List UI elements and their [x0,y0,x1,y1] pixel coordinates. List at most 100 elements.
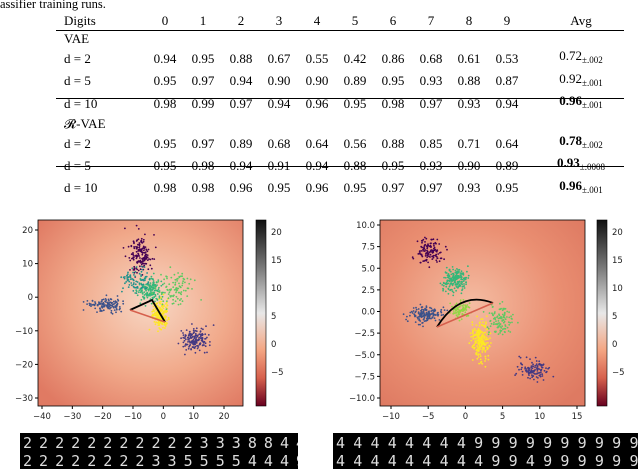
y-tick-label: 0 [28,293,33,303]
scatter-point [507,330,510,332]
scatter-point [160,308,163,311]
scatter-point [185,329,188,331]
scatter-point [174,278,177,281]
scatter-point [165,285,168,288]
scatter-point [482,324,485,327]
scatter-point [194,340,197,343]
scatter-point [452,279,455,281]
scatter-point [154,314,157,317]
scatter-point [99,307,101,310]
colorbar-tick-label: 15 [271,256,282,266]
scatter-point [127,286,130,288]
scatter-point [188,330,191,333]
scatter-point [136,281,139,283]
scatter-point [144,262,147,265]
scatter-point [474,340,477,343]
scatter-point [464,276,467,279]
scatter-point [482,321,484,324]
scatter-point [451,272,454,275]
scatter-point [497,333,500,335]
scatter-point [422,238,425,241]
y-tick-label: 5.0 [361,264,375,274]
scatter-point [122,302,125,305]
results-table: Digits 0 1 2 3 4 5 6 7 8 9 Avg VAE d = 2 0.94 0.95 0.88… [56,12,636,199]
scatter-point [462,307,465,310]
scatter-point [176,297,179,300]
scatter-point [206,351,208,354]
scatter-point [189,344,192,346]
scatter-point [508,323,511,326]
scatter-point [449,289,451,292]
scatter-point [140,250,143,253]
scatter-point [140,249,143,251]
scatter-point [534,364,537,367]
scatter-point [165,311,168,314]
scatter-point [99,310,102,312]
table-cell: 0.95 [191,50,215,66]
scatter-point [204,338,206,340]
scatter-point [489,319,492,322]
scatter-point [102,301,105,304]
scatter-point [193,279,196,282]
avg-cell: 0.72±.002 [526,47,636,69]
scatter-point [142,283,145,286]
scatter-point [175,289,178,292]
scatter-point [146,259,149,261]
scatter-point [509,321,512,324]
scatter-point [122,287,124,290]
scatter-point [162,307,165,310]
scatter-point [138,246,141,249]
scatter-point [171,302,174,305]
scatter-point [191,288,193,290]
table-cell: 0.91 [267,157,291,173]
scatter-point [184,281,186,284]
scatter-point [506,316,508,318]
row-label: d = 10 [64,180,98,196]
scatter-point [458,305,461,308]
scatter-point [158,306,161,309]
scatter-point [419,315,422,318]
scatter-point [465,283,467,286]
scatter-point [168,318,170,321]
y-tick-label: −10.0 [349,394,375,404]
scatter-point [517,321,519,324]
scatter-point [473,347,475,350]
scatter-point [156,293,159,295]
scatter-point [124,255,127,258]
scatter-point [172,298,175,301]
avg-value: 0.72 [559,48,583,64]
scatter-point [178,291,181,294]
scatter-point [144,305,147,307]
scatter-point [436,257,439,260]
scatter-point [152,293,155,296]
scatter-point [184,338,187,341]
scatter-point [477,349,480,352]
table-cell: 0.86 [381,50,405,66]
scatter-point [198,338,201,341]
scatter-point [458,311,461,314]
scatter-point [484,355,487,358]
scatter-point [481,347,484,349]
scatter-point [452,312,455,315]
scatter-point [426,254,429,257]
avg-value: 0.78 [559,133,583,149]
scatter-point [140,270,143,273]
scatter-point [166,277,168,280]
scatter-point [487,358,490,361]
scatter-point [139,291,142,294]
scatter-point [128,280,131,283]
scatter-point [132,290,135,292]
scatter-point [434,319,437,322]
scatter-point [172,286,175,289]
scatter-point [148,328,151,331]
scatter-point [172,281,175,284]
scatter-point [478,362,480,365]
scatter-point [144,275,147,278]
section-header: 𝓡-VAE [56,115,636,132]
scatter-point [483,335,486,338]
y-tick-label: 20 [22,226,33,236]
scatter-point [414,321,417,323]
scatter-point [157,280,160,283]
scatter-point [532,375,535,377]
scatter-point [146,292,148,295]
